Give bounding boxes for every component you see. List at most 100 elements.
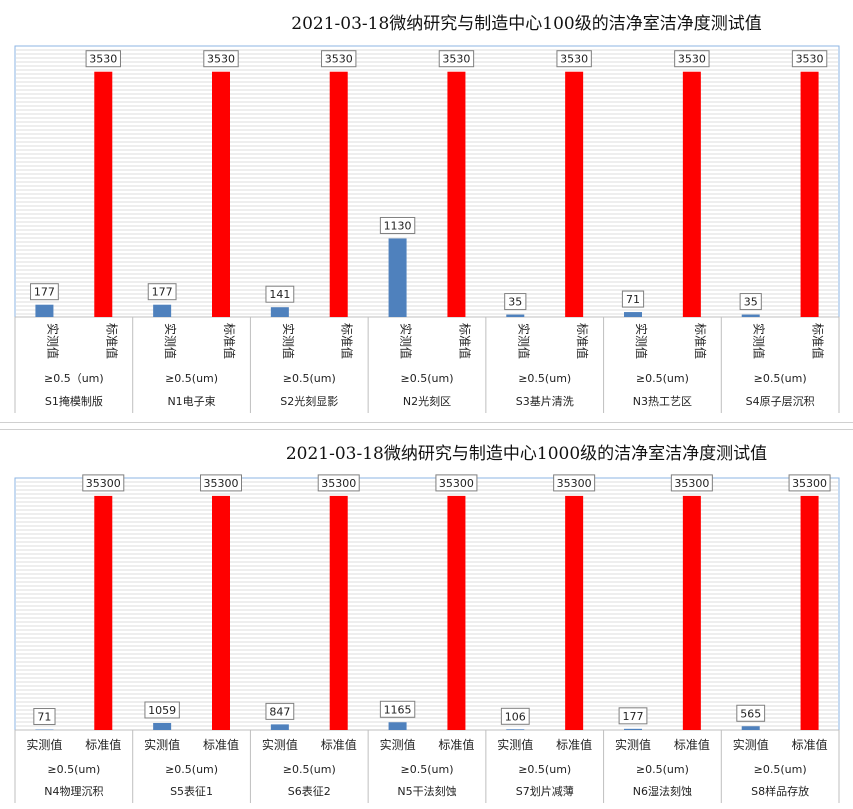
series-label: 实测值 xyxy=(615,737,651,752)
standard-bar xyxy=(94,495,113,730)
chart-1000-class: 2021-03-18微纳研究与制造中心1000级的洁净室洁净度测试值 71 实测值… xyxy=(0,428,853,809)
panel-separator xyxy=(0,422,853,430)
data-label-box xyxy=(265,285,295,303)
standard-bar xyxy=(682,71,701,317)
data-label: 35300 xyxy=(674,477,709,490)
data-label: 35 xyxy=(744,296,758,309)
standard-bar xyxy=(565,495,584,730)
series-label: 实测值 xyxy=(733,737,769,752)
series-label: 标准值 xyxy=(222,323,237,359)
series-label: 标准值 xyxy=(674,737,710,752)
data-label: 1130 xyxy=(384,219,412,232)
category-label: S7划片减薄 xyxy=(516,784,574,798)
data-label-box xyxy=(618,707,648,725)
series-label: 实测值 xyxy=(399,323,414,359)
chart-svg: 177实测值3530标准值≥0.5（um)S1掩模制版177实测值3530标准值… xyxy=(14,45,840,413)
category-label: N3热工艺区 xyxy=(633,395,692,408)
chart-100-class: 2021-03-18微纳研究与制造中心100级的洁净室洁净度测试值 177 实测值… xyxy=(14,14,840,413)
standard-bar xyxy=(94,71,113,317)
measured-bar xyxy=(270,307,289,317)
measured-bar xyxy=(153,304,172,317)
data-label-box xyxy=(30,283,59,301)
series-label: 标准值 xyxy=(104,323,119,359)
series-label: 标准值 xyxy=(85,737,121,752)
data-label: 3530 xyxy=(89,53,117,66)
category-label: N4物理沉积 xyxy=(44,784,103,798)
data-label: 35300 xyxy=(439,477,474,490)
series-label: 实测值 xyxy=(163,323,178,359)
data-label-box xyxy=(144,701,180,719)
data-label: 177 xyxy=(34,286,55,299)
standard-bar xyxy=(682,495,701,730)
category-label: S6表征2 xyxy=(288,784,331,798)
data-label: 3530 xyxy=(207,53,235,66)
gridlines xyxy=(16,481,838,727)
data-label-box xyxy=(379,700,416,718)
data-label-box xyxy=(321,50,357,68)
data-label-box xyxy=(788,474,831,492)
standard-bar xyxy=(800,71,819,317)
standard-bar xyxy=(565,71,584,317)
chart-title: 2021-03-18微纳研究与制造中心1000级的洁净室洁净度测试值 xyxy=(285,444,768,464)
category-table xyxy=(14,729,840,803)
series-label: 标准值 xyxy=(811,323,826,359)
data-label-box xyxy=(739,293,762,311)
category-label: N5干法刻蚀 xyxy=(397,784,456,798)
subgroup-label: ≥0.5(um) xyxy=(754,763,807,776)
series-label: 实测值 xyxy=(144,737,180,752)
data-label-box xyxy=(736,704,766,722)
subgroup-label: ≥0.5(um) xyxy=(518,372,571,385)
series-label: 标准值 xyxy=(693,323,708,359)
data-label: 177 xyxy=(623,710,644,723)
data-label-box xyxy=(147,283,177,301)
data-label-box xyxy=(265,702,295,720)
chart-svg: 71 实测值 35300 标准值 ≥0.5(um) N4物理沉积 1059 实测值 35300 标… xyxy=(14,474,840,803)
data-label-box xyxy=(553,474,596,492)
series-label: 实测值 xyxy=(634,323,649,359)
data-label: 847 xyxy=(269,705,290,718)
standard-bar xyxy=(212,495,230,730)
measured-bar xyxy=(153,722,172,730)
data-label: 71 xyxy=(37,711,51,724)
series-label: 实测值 xyxy=(380,737,416,752)
measured-bar xyxy=(624,728,642,730)
data-label: 3530 xyxy=(560,53,588,66)
data-label: 35300 xyxy=(321,477,356,490)
measured-bar xyxy=(624,312,642,317)
subgroup-label: ≥0.5(um) xyxy=(636,763,689,776)
series-label: 实测值 xyxy=(262,737,298,752)
measured-bar xyxy=(506,729,525,730)
data-label-box xyxy=(621,290,645,308)
standard-bar xyxy=(329,495,348,730)
category-label: S8样品存放 xyxy=(751,784,809,798)
data-label: 141 xyxy=(269,288,290,301)
subgroup-label: ≥0.5(um) xyxy=(165,372,218,385)
series-label: 标准值 xyxy=(438,737,474,752)
subgroup-label: ≥0.5(um) xyxy=(401,763,454,776)
data-label: 3530 xyxy=(442,53,470,66)
category-label: S4原子层沉积 xyxy=(746,395,815,408)
measured-bar xyxy=(741,314,760,317)
standard-bar xyxy=(800,495,819,730)
data-label-box xyxy=(500,707,530,725)
data-label: 1165 xyxy=(384,703,412,716)
data-label: 35 xyxy=(508,296,522,309)
category-label: N6湿法刻蚀 xyxy=(633,784,692,798)
series-label: 实测值 xyxy=(281,323,296,359)
series-label: 标准值 xyxy=(575,323,590,359)
data-label-box xyxy=(504,293,527,311)
standard-bar xyxy=(447,495,466,730)
data-label: 35300 xyxy=(792,477,827,490)
category-label: S5表征1 xyxy=(170,784,213,798)
measured-bar xyxy=(741,726,760,730)
category-label: N1电子束 xyxy=(167,395,215,408)
series-label: 实测值 xyxy=(516,323,531,359)
series-label: 实测值 xyxy=(45,323,60,359)
data-label: 35300 xyxy=(557,477,592,490)
standard-bar xyxy=(447,71,466,317)
data-label-box xyxy=(674,50,710,68)
data-label-box xyxy=(670,474,713,492)
category-label: S2光刻显影 xyxy=(280,394,338,408)
category-label: S3基片清洗 xyxy=(516,395,574,408)
data-label: 106 xyxy=(505,710,526,723)
